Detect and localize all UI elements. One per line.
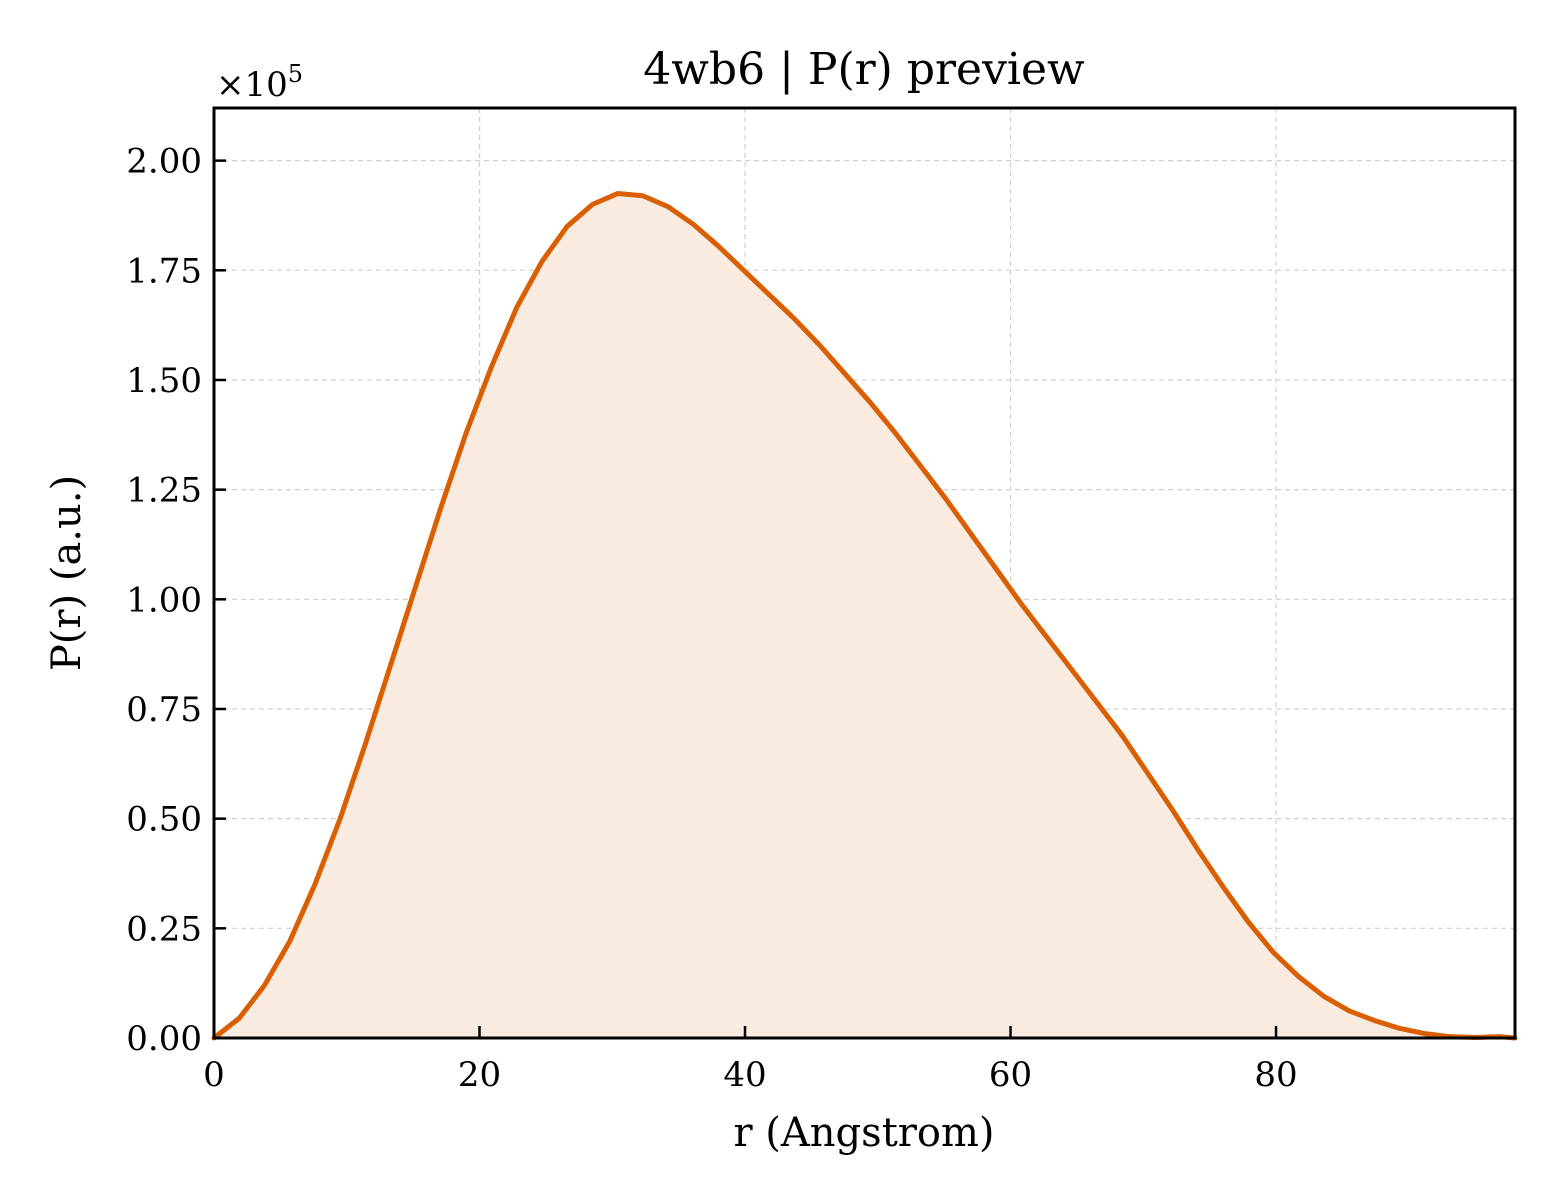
y-axis-offset-label: ×105 [216,60,303,105]
x-tick-label: 20 [458,1055,501,1095]
tick-label-layer: 0 20 40 60 80 0.00 0.25 0.50 0.75 1.00 1.25 1.50 1.7… [126,142,1297,1095]
y-tick-label: 0.50 [126,800,202,840]
y-tick-label: 1.50 [126,361,202,401]
x-axis-label: r (Angstrom) [733,1110,994,1156]
y-axis-label: P(r) (a.u.) [44,475,90,671]
y-tick-label: 1.75 [126,251,202,291]
x-tick-label: 40 [723,1055,766,1095]
tick-layer [212,159,1278,1040]
y-tick-label: 1.00 [126,580,202,620]
y-tick-label: 0.00 [126,1019,202,1059]
y-axis-offset-base: ×10 [216,65,288,105]
pr-area-fill [214,193,1515,1039]
y-tick-label: 2.00 [126,142,202,182]
y-axis-offset-exponent: 5 [288,60,303,88]
pr-series-line [211,191,1518,1041]
y-tick-label: 0.25 [126,909,202,949]
x-tick-label: 0 [203,1055,225,1095]
y-tick-label: 0.75 [126,690,202,730]
x-tick-label: 60 [989,1055,1032,1095]
chart-title: 4wb6 | P(r) preview [643,44,1085,95]
y-tick-label: 1.25 [126,471,202,511]
x-tick-label: 80 [1254,1055,1297,1095]
plot-frame [212,106,1517,1040]
